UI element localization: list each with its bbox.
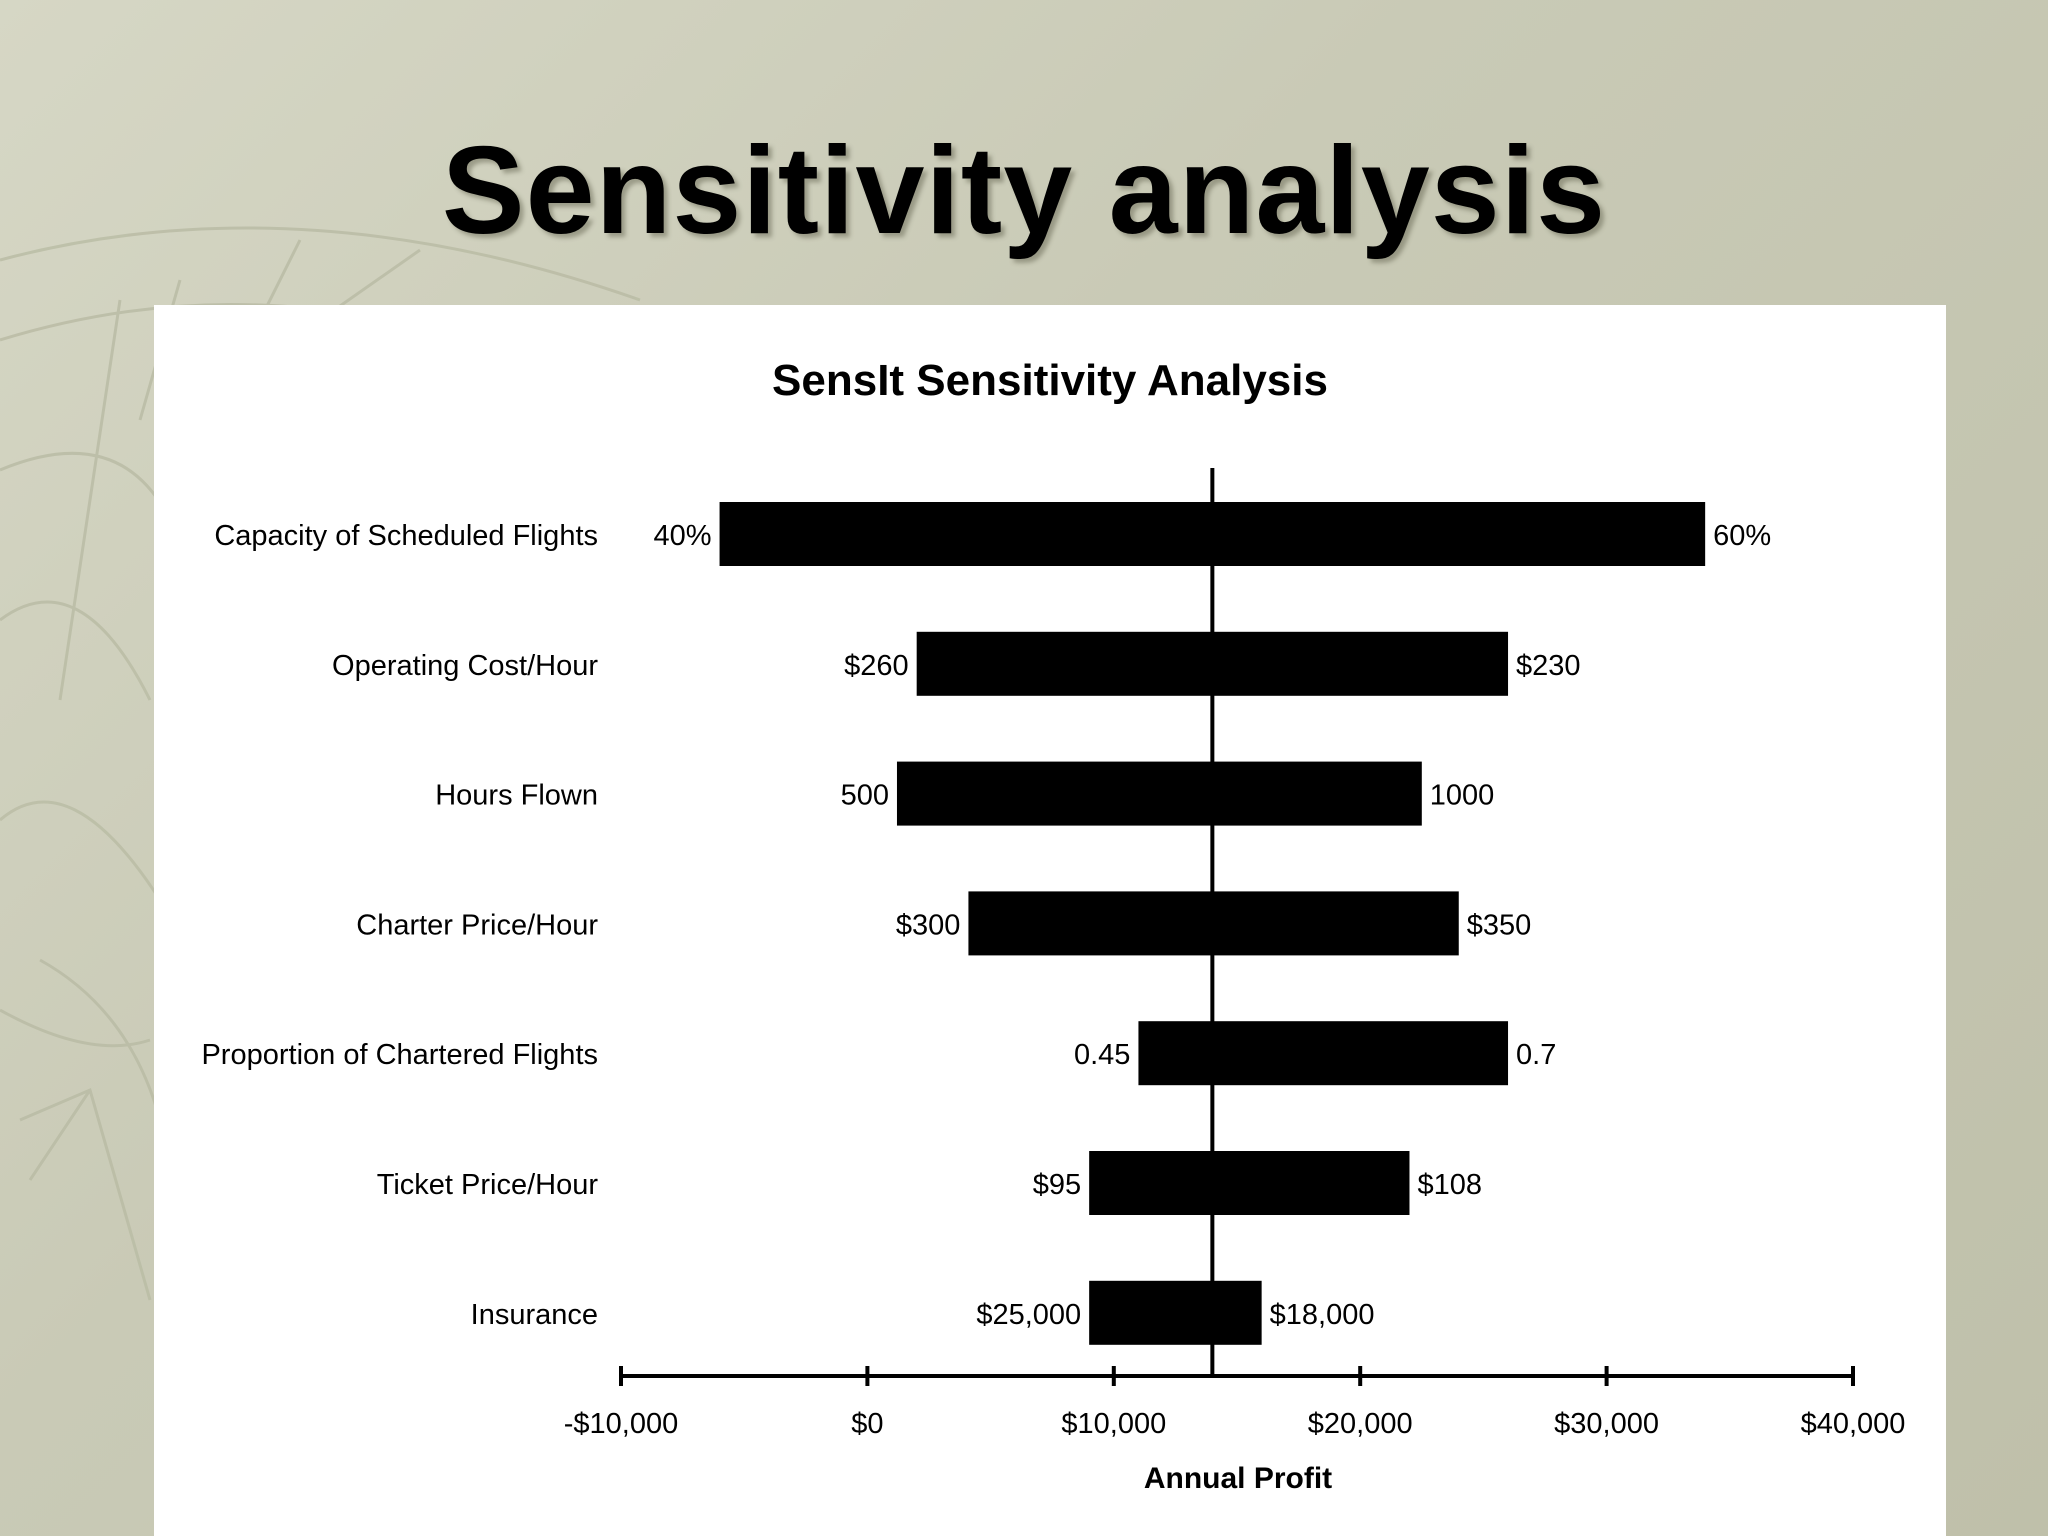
bar-low-label: 40% — [654, 520, 712, 552]
bar-low-label: $300 — [896, 909, 961, 941]
category-label: Capacity of Scheduled Flights — [214, 520, 598, 552]
x-tick-label: $40,000 — [1801, 1408, 1906, 1440]
bar-high-label: $18,000 — [1270, 1299, 1375, 1331]
bar-low-label: $260 — [844, 650, 909, 682]
bar-high-label: $350 — [1467, 909, 1532, 941]
bar-high-label: $230 — [1516, 650, 1581, 682]
x-axis: -$10,000 $0 $10,000 $20,000 $30,000 $40,000 — [564, 468, 1906, 1440]
category-label: Proportion of Chartered Flights — [201, 1039, 598, 1071]
bars-layer: Capacity of Scheduled Flights 40% 60% Opera… — [201, 502, 1771, 1345]
x-tick-label: -$10,000 — [564, 1408, 679, 1440]
bar — [1089, 1151, 1410, 1215]
category-label: Operating Cost/Hour — [332, 650, 598, 682]
x-tick-label: $30,000 — [1554, 1408, 1659, 1440]
category-label: Hours Flown — [435, 780, 598, 812]
category-label: Ticket Price/Hour — [377, 1169, 599, 1201]
bar — [1138, 1021, 1509, 1086]
bar — [1089, 1280, 1262, 1345]
bar-low-label: $95 — [1033, 1169, 1081, 1201]
bar-high-label: 0.7 — [1516, 1039, 1556, 1071]
bar-low-label: $25,000 — [976, 1299, 1081, 1331]
x-tick-label: $10,000 — [1061, 1408, 1166, 1440]
bar-high-label: 60% — [1713, 520, 1771, 552]
bar — [896, 761, 1422, 826]
bar-high-label: 1000 — [1430, 780, 1495, 812]
category-label: Insurance — [471, 1299, 598, 1331]
chart-title: SensIt Sensitivity Analysis — [772, 356, 1328, 405]
bar-low-label: 0.45 — [1074, 1039, 1130, 1071]
slide-title: Sensitivity analysis — [441, 122, 1607, 260]
bar-low-label: 500 — [841, 780, 889, 812]
category-label: Charter Price/Hour — [356, 909, 598, 941]
bar-high-label: $108 — [1417, 1169, 1482, 1201]
x-axis-label: Annual Profit — [1144, 1462, 1332, 1495]
x-tick-label: $0 — [851, 1408, 883, 1440]
x-tick-label: $20,000 — [1308, 1408, 1413, 1440]
